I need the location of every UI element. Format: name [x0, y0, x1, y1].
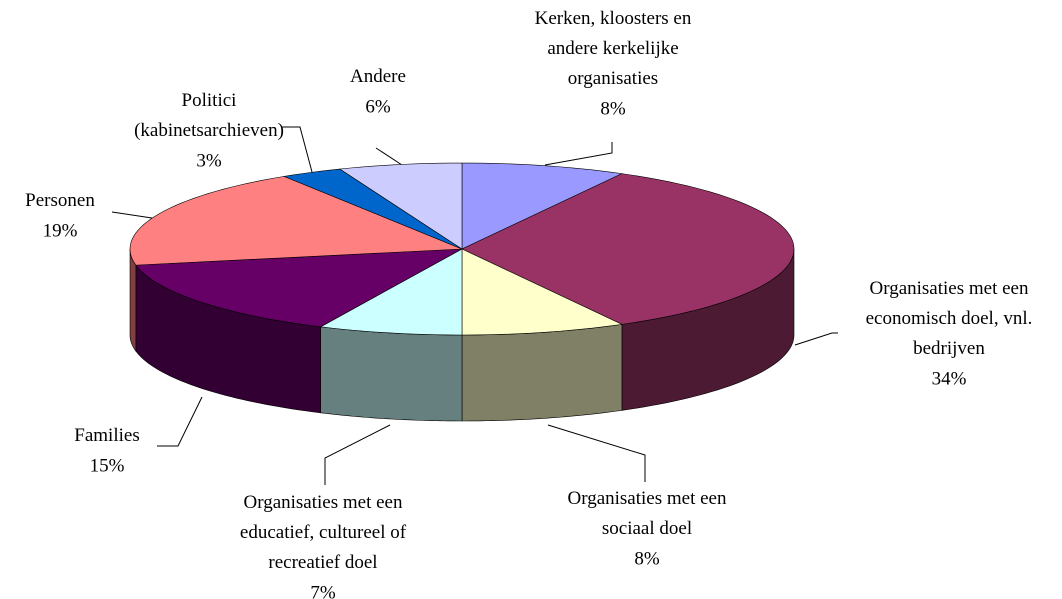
slice-value-label: 6%: [365, 96, 391, 117]
slice: [461, 248, 623, 336]
slice-label: Personen: [25, 190, 95, 211]
slice-value-label: 34%: [932, 368, 967, 389]
leader-line: [547, 424, 646, 482]
slice-label: Organisaties met een economisch doel, vnl…: [866, 278, 1033, 359]
slice: [338, 162, 463, 250]
slice-label: Andere: [350, 66, 406, 87]
leader-line: [324, 424, 391, 485]
slice-label: Organisaties met een sociaal doel: [568, 488, 727, 539]
slice-label: Organisaties met een educatief, cultureel…: [240, 492, 407, 573]
slice-value-label: 8%: [634, 548, 660, 569]
slice: [282, 168, 463, 250]
slice: [135, 248, 463, 328]
slice-label: Politici (kabinetsarchieven): [134, 90, 284, 141]
slice-label: Kerken, kloosters en andere kerkelijke org…: [535, 8, 692, 89]
slice-side: [461, 324, 623, 422]
slice: [461, 162, 623, 250]
slice-value-label: 3%: [196, 150, 222, 171]
slice: [461, 173, 795, 325]
slice-label: Families: [74, 425, 139, 446]
slice-value-label: 19%: [43, 220, 78, 241]
slice: [129, 176, 463, 266]
leader-line: [111, 211, 153, 219]
slice-value-label: 8%: [600, 98, 626, 119]
slice-value-label: 15%: [90, 455, 125, 476]
slice-side: [320, 326, 463, 422]
slice-value-label: 7%: [310, 582, 336, 599]
leader-line: [375, 147, 403, 166]
slice: [319, 248, 463, 336]
leader-line: [157, 396, 203, 447]
leader-line: [544, 142, 613, 166]
leader-line: [282, 126, 313, 173]
leader-line: [794, 332, 838, 346]
